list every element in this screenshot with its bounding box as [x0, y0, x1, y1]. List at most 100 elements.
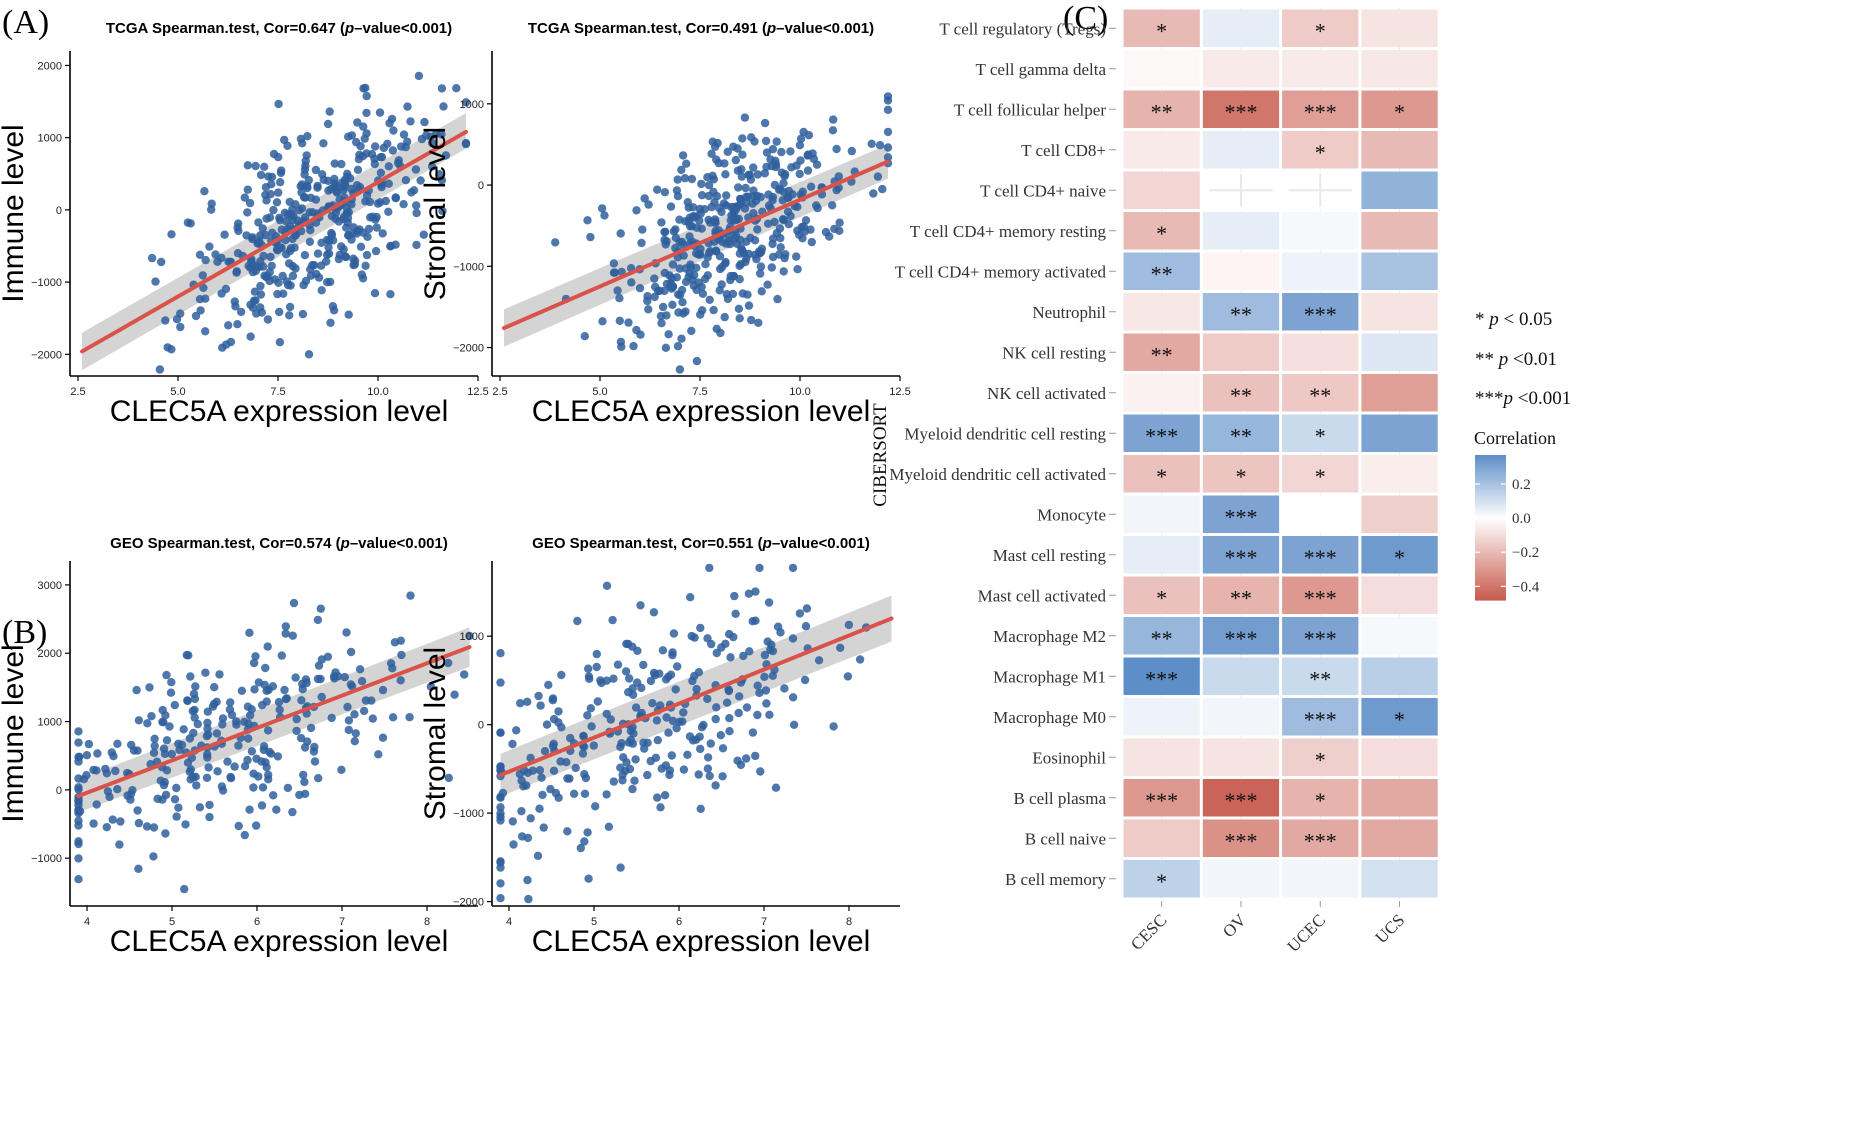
heatmap-cell [1123, 131, 1200, 169]
data-point [563, 827, 572, 836]
x-axis-title: CLEC5A expression level [110, 395, 449, 428]
data-point [600, 211, 609, 220]
data-point [766, 155, 775, 164]
data-point [248, 303, 258, 312]
data-point [749, 186, 758, 195]
data-point [190, 713, 199, 722]
data-point [786, 147, 795, 156]
data-point [158, 717, 167, 727]
data-point [780, 684, 789, 693]
data-point [795, 609, 805, 618]
data-point [367, 696, 376, 705]
data-point [496, 649, 505, 658]
data-point [742, 754, 751, 763]
data-point [283, 783, 293, 793]
scatter-panel-geo-stromal: GEO Spearman.test, Cor=0.551 (p–value<0.… [419, 535, 900, 958]
heatmap-cell [1202, 617, 1280, 655]
data-point [509, 840, 518, 849]
data-point [129, 746, 139, 755]
data-point [249, 769, 258, 778]
data-point [300, 170, 309, 179]
data-point [378, 733, 388, 742]
data-point [738, 150, 747, 159]
data-point [337, 765, 346, 774]
data-point [177, 740, 187, 750]
data-point [673, 662, 682, 671]
data-point [679, 765, 689, 774]
data-point [618, 770, 627, 780]
data-point [735, 201, 744, 210]
data-point [686, 593, 695, 602]
data-point [664, 330, 673, 339]
data-point [167, 230, 176, 239]
data-point [631, 755, 640, 764]
data-point [281, 629, 290, 638]
data-point [344, 725, 353, 735]
data-point [657, 218, 666, 227]
heatmap-cell [1123, 536, 1200, 574]
data-point [517, 807, 526, 816]
heatmap-cell [1361, 617, 1438, 655]
heatmap-cell [1282, 495, 1359, 533]
heatmap-cell [1202, 293, 1280, 331]
y-tick-label: −1000 [453, 261, 484, 273]
data-point [760, 169, 769, 178]
data-point [265, 747, 274, 757]
data-point [274, 188, 283, 197]
data-point [419, 230, 428, 239]
x-axis-title: CLEC5A expression level [532, 395, 871, 428]
data-point [496, 879, 505, 888]
data-point [742, 703, 752, 712]
significance-stars: * [1315, 747, 1326, 772]
data-point [396, 142, 406, 151]
colorbar-segment [1475, 546, 1506, 550]
data-point [267, 180, 276, 189]
data-point [627, 278, 636, 287]
data-point [289, 598, 299, 608]
data-point [172, 315, 182, 324]
data-point [628, 784, 637, 794]
data-point [697, 179, 706, 189]
data-point [771, 783, 781, 792]
data-point [764, 598, 774, 607]
heatmap-row-label: T cell follicular helper [954, 100, 1106, 119]
data-point [329, 306, 339, 315]
heatmap-cell [1202, 698, 1280, 736]
data-point [203, 718, 212, 727]
data-point [401, 176, 411, 185]
heatmap-cell [1282, 374, 1359, 412]
heatmap-cell [1123, 252, 1200, 290]
heatmap-cell [1202, 9, 1280, 47]
colorbar-segment [1475, 517, 1506, 521]
data-point [361, 197, 370, 206]
data-point [744, 301, 754, 310]
heatmap-cell [1202, 779, 1280, 817]
chart-title-suffix: –value<0.001) [776, 20, 874, 37]
chart-title-prefix: TCGA Spearman.test, Cor=0.647 ( [106, 20, 345, 37]
data-point [372, 223, 381, 232]
heatmap-cell [1202, 576, 1280, 614]
data-point [295, 790, 304, 800]
data-point [256, 170, 266, 180]
cibersort-heatmap: T cell regulatory (Tregs) * *T cell gamma … [870, 8, 1438, 956]
data-point [102, 823, 112, 832]
data-point [243, 755, 252, 765]
data-point [705, 563, 714, 573]
data-point [536, 701, 545, 710]
data-point [524, 894, 533, 904]
data-point [668, 300, 677, 309]
data-point [92, 766, 101, 775]
colorbar-segment [1475, 493, 1506, 497]
data-point [92, 800, 101, 809]
data-point [172, 812, 181, 821]
data-point [203, 753, 212, 762]
significance-stars: ** [1230, 302, 1252, 327]
data-point [298, 309, 308, 319]
data-point [763, 637, 772, 646]
heatmap-cell [1361, 252, 1438, 290]
heatmap-row-label: T cell CD4+ memory resting [910, 222, 1107, 241]
data-point [770, 217, 779, 227]
data-point [623, 639, 633, 649]
chart-title-prefix: GEO Spearman.test, Cor=0.574 ( [110, 535, 341, 552]
data-point [828, 201, 837, 210]
